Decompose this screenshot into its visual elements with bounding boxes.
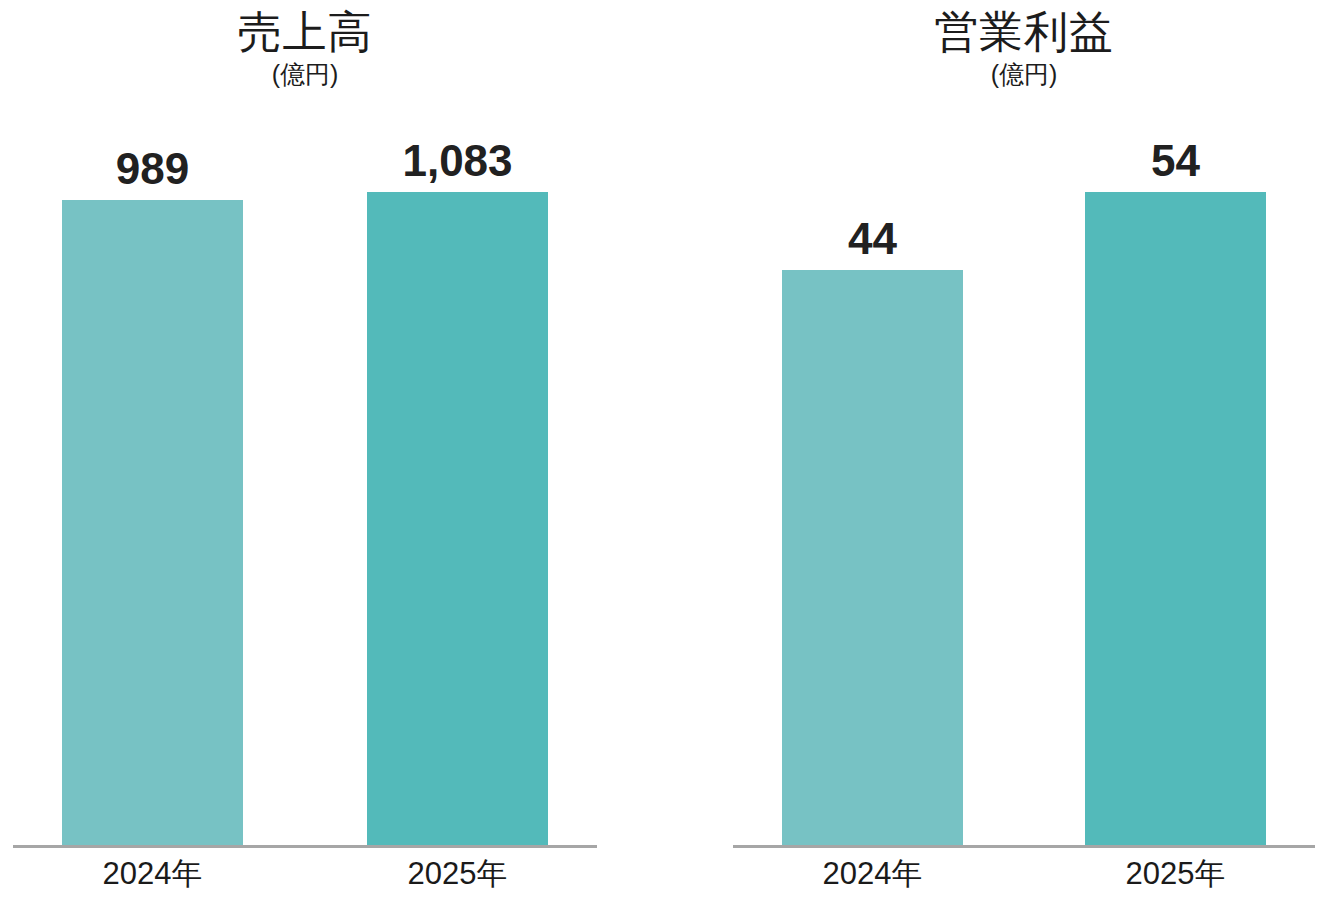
plot-area: 989 1,083	[13, 139, 597, 848]
bar-group-2025: 1,083	[367, 139, 548, 845]
dual-bar-chart-page: 売上高 (億円) 989 1,083 2024年 2025年 営業利益 (億円)…	[0, 0, 1331, 895]
bar-2024	[62, 200, 243, 845]
x-axis-label-2025: 2025年	[367, 853, 548, 895]
x-axis-label-2024: 2024年	[62, 853, 243, 895]
chart-header: 営業利益 (億円)	[733, 0, 1315, 95]
bar-value-label: 989	[116, 147, 189, 191]
bar-group-2025: 54	[1085, 139, 1266, 845]
chart-unit-label: (億円)	[733, 61, 1315, 89]
chart-panel-operating-profit: 営業利益 (億円) 44 54 2024年 2025年	[733, 0, 1315, 895]
chart-panel-revenue: 売上高 (億円) 989 1,083 2024年 2025年	[13, 0, 597, 895]
x-axis-label-2024: 2024年	[782, 853, 963, 895]
bar-group-2024: 44	[782, 139, 963, 845]
chart-title: 売上高	[13, 8, 597, 56]
x-axis: 2024年 2025年	[733, 853, 1315, 895]
bar-2025	[367, 192, 548, 845]
bar-group-2024: 989	[62, 139, 243, 845]
bar-value-label: 54	[1151, 139, 1200, 183]
bar-value-label: 44	[848, 217, 897, 261]
bar-2025	[1085, 192, 1266, 845]
plot-area: 44 54	[733, 139, 1315, 848]
chart-header: 売上高 (億円)	[13, 0, 597, 95]
chart-title: 営業利益	[733, 8, 1315, 56]
bar-2024	[782, 270, 963, 845]
bar-value-label: 1,083	[402, 139, 512, 183]
chart-unit-label: (億円)	[13, 61, 597, 89]
x-axis-label-2025: 2025年	[1085, 853, 1266, 895]
x-axis: 2024年 2025年	[13, 853, 597, 895]
